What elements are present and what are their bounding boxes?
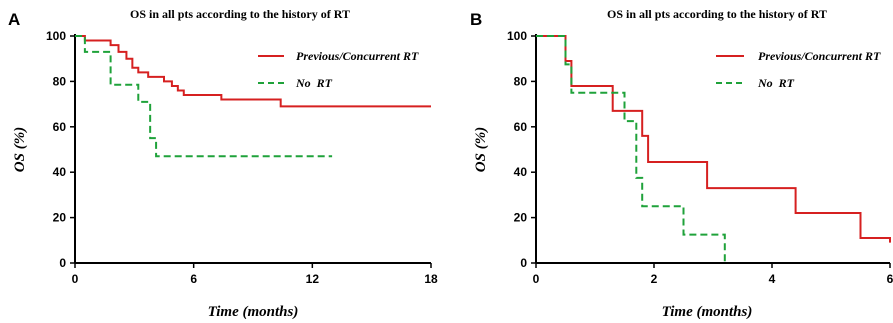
x-tick-label: 6 bbox=[190, 272, 197, 286]
panel-letter: A bbox=[8, 10, 20, 29]
x-tick-label: 12 bbox=[306, 272, 320, 286]
y-tick-label: 0 bbox=[520, 256, 527, 270]
y-tick-label: 40 bbox=[514, 165, 528, 179]
y-axis-label: OS (%) bbox=[12, 127, 28, 172]
legend-label: Previous/Concurrent RT bbox=[296, 49, 419, 63]
y-tick-label: 20 bbox=[53, 211, 67, 225]
chart-title: OS in all pts according to the history o… bbox=[607, 7, 827, 21]
y-tick-label: 80 bbox=[514, 74, 528, 88]
x-tick-label: 4 bbox=[769, 272, 776, 286]
series-line-no-rt bbox=[536, 35, 726, 263]
panel-b: B OS in all pts according to the history … bbox=[470, 7, 893, 320]
legend-label: No RT bbox=[757, 76, 795, 90]
panel-letter: B bbox=[470, 10, 482, 29]
y-tick-label: 60 bbox=[514, 120, 528, 134]
x-tick-label: 0 bbox=[533, 272, 540, 286]
y-tick-label: 20 bbox=[514, 211, 528, 225]
y-tick-label: 0 bbox=[59, 256, 66, 270]
y-tick-label: 40 bbox=[53, 165, 67, 179]
x-tick-label: 6 bbox=[887, 272, 893, 286]
y-tick-label: 100 bbox=[507, 29, 527, 43]
y-tick-label: 80 bbox=[53, 74, 67, 88]
y-tick-label: 100 bbox=[46, 29, 66, 43]
legend-label: Previous/Concurrent RT bbox=[758, 49, 881, 63]
panel-a: A OS in all pts according to the history … bbox=[8, 7, 438, 320]
y-axis-label: OS (%) bbox=[473, 127, 489, 172]
x-tick-label: 18 bbox=[424, 272, 438, 286]
series-line-no-rt bbox=[75, 35, 333, 158]
x-tick-label: 0 bbox=[72, 272, 79, 286]
x-axis-label: Time (months) bbox=[662, 304, 753, 320]
x-axis-label: Time (months) bbox=[208, 304, 299, 320]
y-tick-label: 60 bbox=[53, 120, 67, 134]
series-line-previous-rt bbox=[536, 35, 891, 243]
chart-title: OS in all pts according to the history o… bbox=[130, 7, 350, 21]
series-line-previous-rt bbox=[75, 35, 431, 108]
x-tick-label: 2 bbox=[651, 272, 658, 286]
legend-label: No RT bbox=[295, 76, 333, 90]
